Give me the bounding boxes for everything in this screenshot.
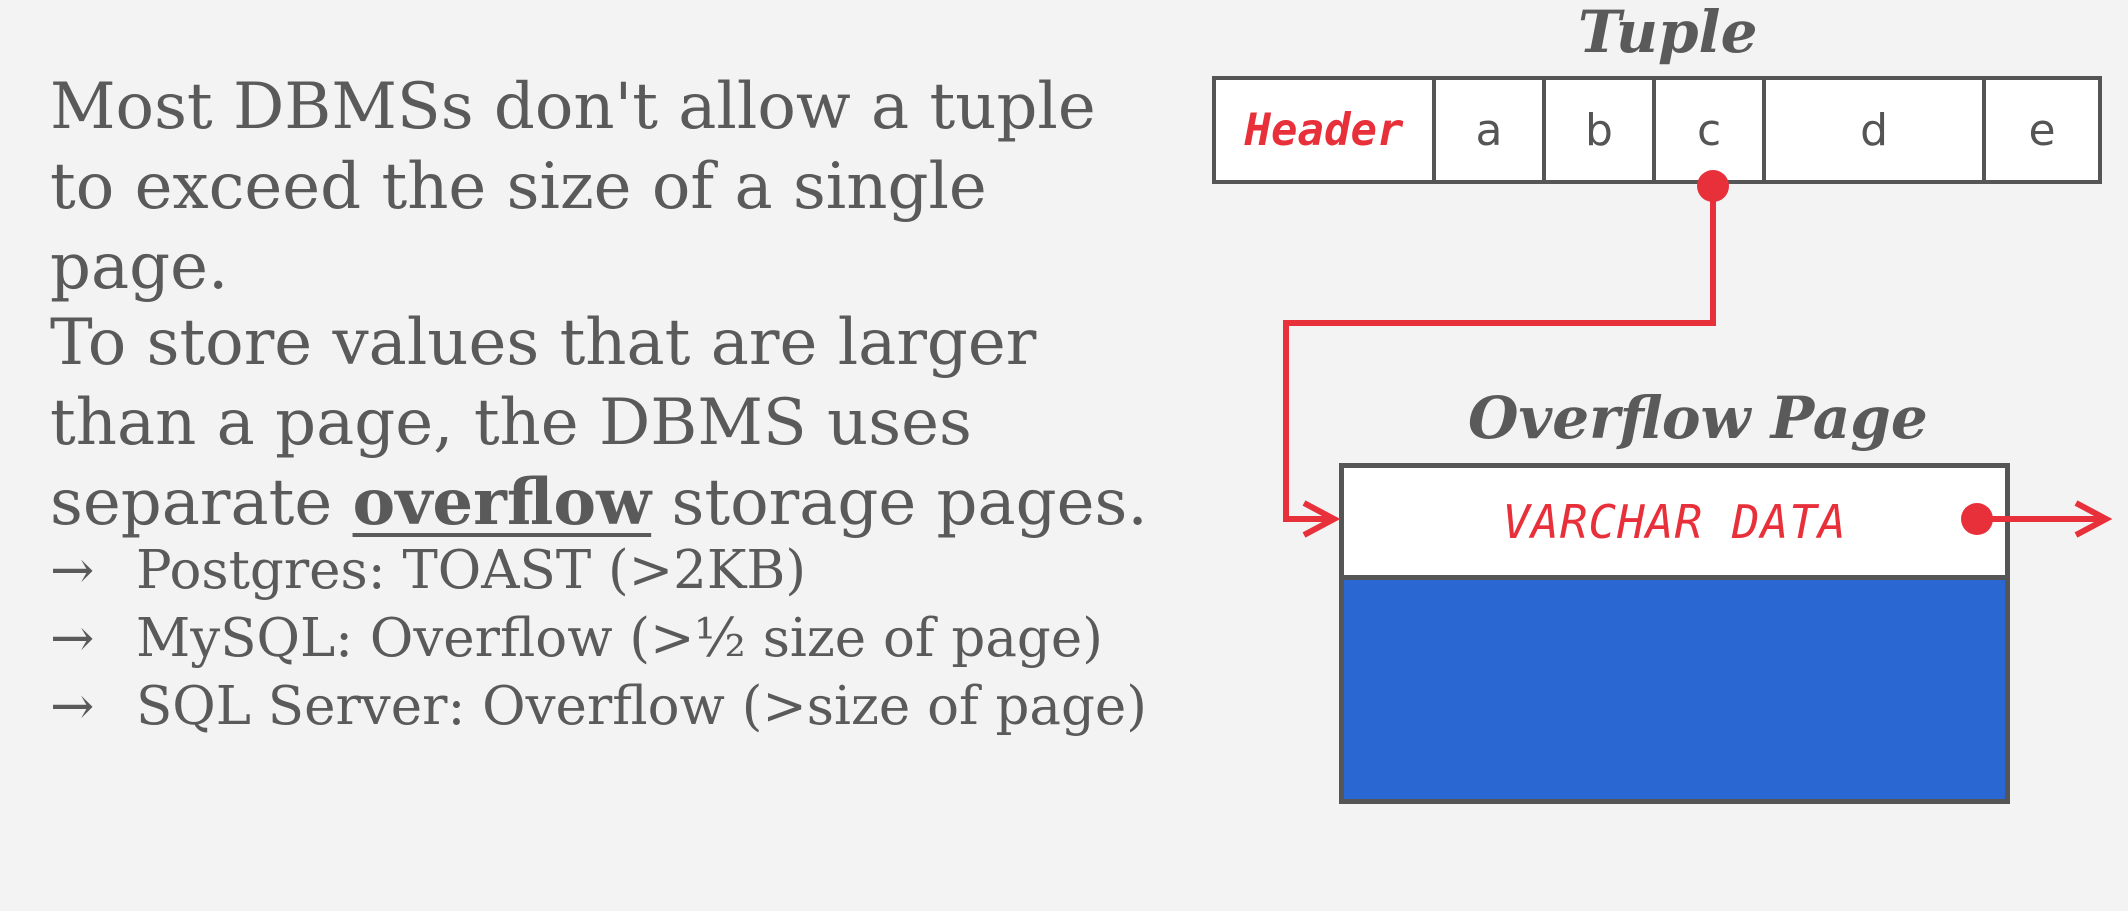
varchar-data-row: VARCHAR DATA xyxy=(1344,468,2005,580)
paragraph-2-text-end: storage pages. xyxy=(651,466,1148,540)
tuple-title: Tuple xyxy=(1578,0,1758,66)
arrow-icon: → xyxy=(50,540,95,601)
text-paragraph-2: To store values that are larger than a p… xyxy=(50,303,1170,543)
overflow-page: VARCHAR DATA xyxy=(1339,463,2010,804)
tuple-cell-b: b xyxy=(1546,80,1657,180)
bullet-item-postgres: → Postgres: TOAST (>2KB) xyxy=(50,537,1147,605)
bullet-list: → Postgres: TOAST (>2KB) → MySQL: Overflow… xyxy=(50,537,1147,741)
tuple-cell-header: Header xyxy=(1216,80,1436,180)
bullet-item-sqlserver: → SQL Server: Overflow (>size of page) xyxy=(50,673,1147,741)
bullet-item-mysql: → MySQL: Overflow (>½ size of page) xyxy=(50,605,1147,673)
arrowhead-icon xyxy=(1302,500,1341,538)
tuple-cell-e: e xyxy=(2028,104,2056,156)
bullet-text: MySQL: Overflow (>½ size of page) xyxy=(136,608,1103,669)
overflow-page-body xyxy=(1344,580,2005,911)
overflow-page-title: Overflow Page xyxy=(1468,384,1928,452)
tuple-row: Header a b c d e xyxy=(1212,76,2102,184)
arrow-icon: → xyxy=(50,608,95,669)
tuple-cell-a: a xyxy=(1436,80,1547,180)
varchar-data-label: VARCHAR DATA xyxy=(1502,494,1847,549)
tuple-cell-d: d xyxy=(1766,80,1987,180)
next-arrowhead-icon xyxy=(2074,500,2113,538)
overflow-emphasis: overflow xyxy=(352,465,652,540)
paragraph-1-text: Most DBMSs don't allow a tuple to exceed… xyxy=(50,70,1096,304)
text-paragraph-1: Most DBMSs don't allow a tuple to exceed… xyxy=(50,67,1150,307)
bullet-text: Postgres: TOAST (>2KB) xyxy=(136,540,807,601)
paragraph-2-text-start: To store values that are larger than a p… xyxy=(50,306,1037,540)
arrow-icon: → xyxy=(50,676,95,737)
bullet-text: SQL Server: Overflow (>size of page) xyxy=(136,676,1147,737)
tuple-cell-c: c xyxy=(1656,80,1767,180)
